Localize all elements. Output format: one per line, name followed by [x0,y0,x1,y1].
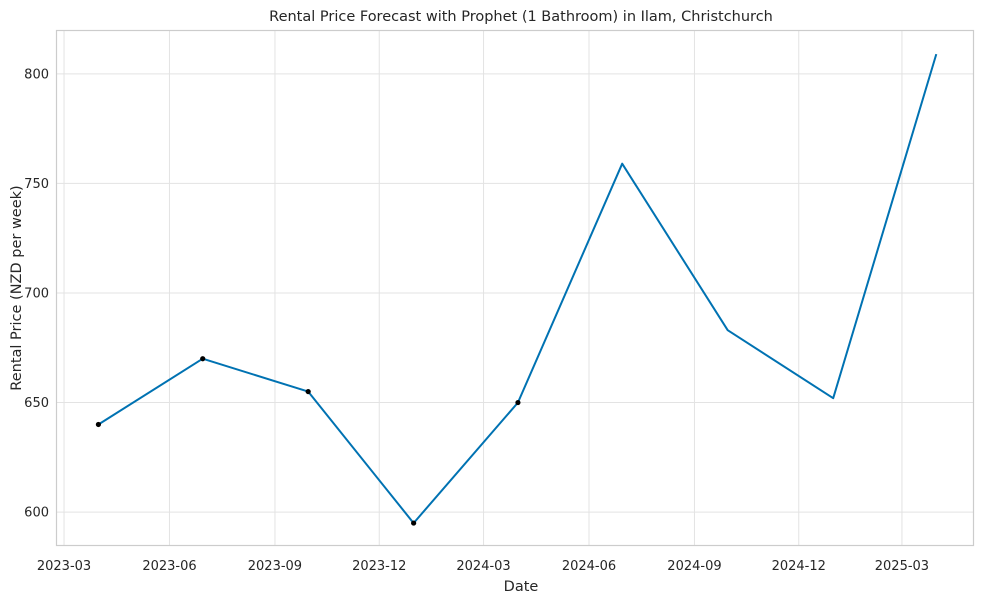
x-axis-label: Date [504,579,539,595]
x-tick-label: 2023-03 [37,559,91,574]
x-tick-label: 2023-12 [352,559,406,574]
chart-title: Rental Price Forecast with Prophet (1 Ba… [269,9,773,25]
x-tick-label: 2025-03 [875,559,929,574]
y-tick-label: 650 [24,396,49,411]
x-tick-label: 2024-12 [772,559,826,574]
series [95,53,938,526]
y-tick-label: 750 [24,177,49,192]
observed-point [95,421,102,428]
x-tick-label: 2023-09 [248,559,302,574]
observed-point [515,399,521,406]
x-axis-ticks: 2023-03 2023-06 2023-09 2023-12 2024-03 2024-… [37,559,929,574]
y-tick-label: 700 [24,286,49,301]
y-tick-label: 600 [24,506,49,521]
x-tick-label: 2024-03 [456,559,510,574]
forecast-line [97,53,938,525]
x-tick-label: 2024-06 [562,559,616,574]
x-tick-label: 2024-09 [667,559,721,574]
grid [56,30,973,545]
plot-frame [55,29,975,547]
observed-point [411,520,417,526]
observed-point [305,388,311,395]
observed-point [200,356,206,362]
x-tick-label: 2023-06 [142,559,196,574]
y-axis-label: Rental Price (NZD per week) [9,185,25,390]
y-axis-ticks: 600 650 700 750 800 [24,67,49,520]
y-tick-label: 800 [24,67,49,82]
